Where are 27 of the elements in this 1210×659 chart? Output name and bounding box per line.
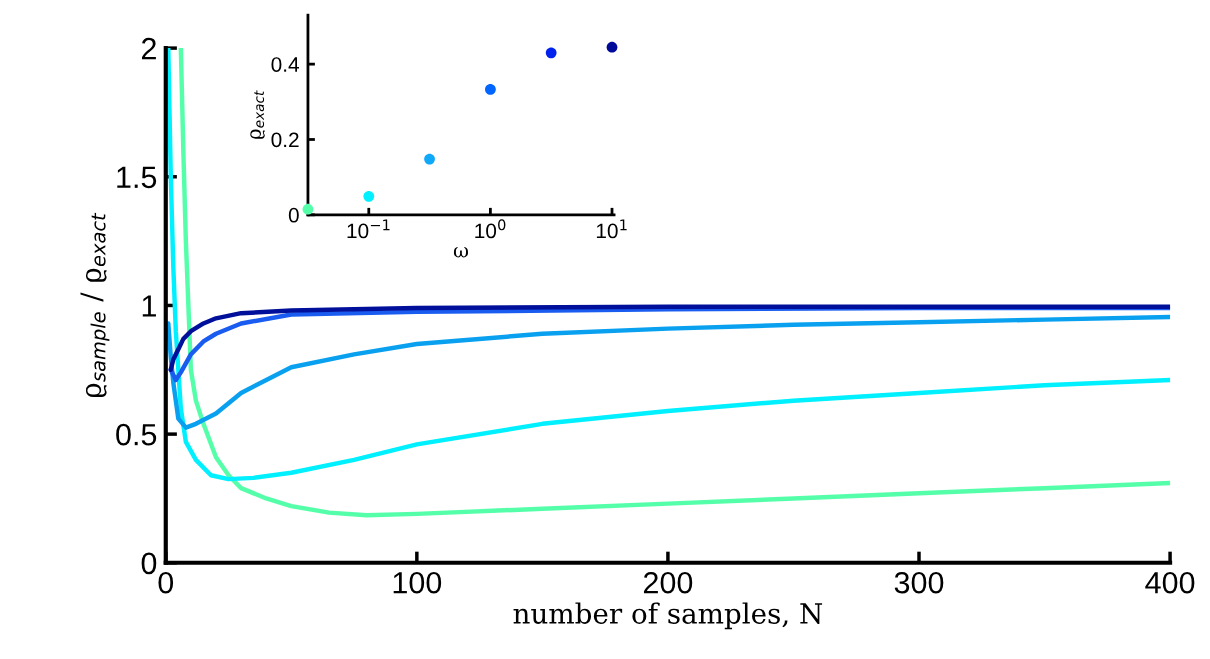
y-axis-title: ϱ$_{sample}$ / ϱ$_{exact}$ (80, 212, 110, 397)
y-tick-label: 1 (142, 295, 156, 317)
y-tick-label: 0 (141, 552, 157, 575)
y-tick-label: 1.5 (117, 166, 157, 189)
line-series (166, 314, 1171, 430)
y-axis-title: ϱ$_{exact}$ (250, 90, 265, 139)
x-axis-title: ω (453, 247, 468, 258)
line-series (168, 304, 1171, 372)
y-tick-label: 0 (288, 207, 299, 223)
x-tick-label: 10$^{1}$ (596, 219, 627, 239)
x-tick-label: 200 (643, 571, 693, 594)
x-tick-label: 300 (894, 571, 944, 594)
x-axis-title: number of samples, N (513, 602, 823, 630)
y-tick-label: 0.4 (271, 57, 299, 72)
x-tick-label: 10$^{0}$ (475, 219, 506, 239)
x-tick-label: 0 (158, 571, 174, 594)
y-tick-label: 0.5 (116, 423, 157, 446)
point (545, 47, 557, 59)
x-tick-label: 400 (1145, 571, 1195, 594)
point (485, 84, 496, 95)
x-tick-label: 100 (393, 571, 442, 594)
point (606, 41, 618, 53)
y-tick-label: 2 (141, 37, 156, 60)
y-tick-label: 0.2 (271, 132, 299, 148)
point (363, 190, 375, 202)
point (424, 153, 435, 165)
x-tick-label: 10$^{−1}$ (347, 219, 390, 239)
